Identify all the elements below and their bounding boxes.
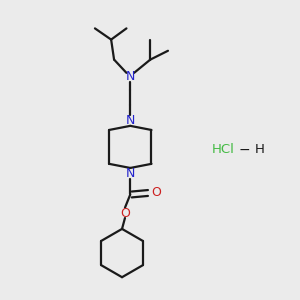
Text: O: O <box>151 187 161 200</box>
Text: −: − <box>239 143 250 157</box>
Text: O: O <box>120 207 130 220</box>
Text: N: N <box>126 114 135 127</box>
Text: N: N <box>126 167 135 180</box>
Text: HCl: HCl <box>212 143 235 157</box>
Text: H: H <box>255 143 265 157</box>
Text: N: N <box>126 70 135 83</box>
